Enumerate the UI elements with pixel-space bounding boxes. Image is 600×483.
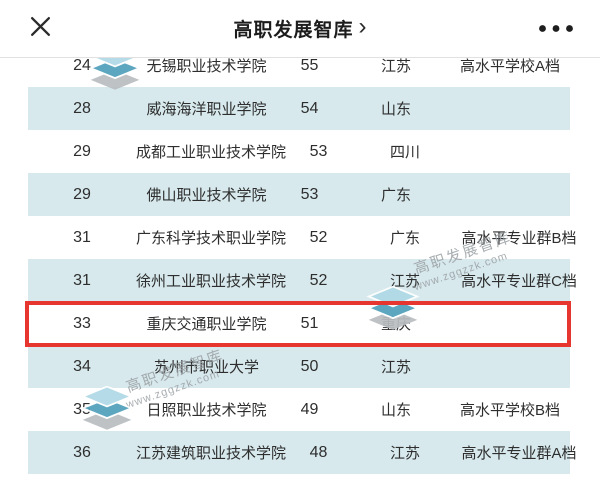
ranking-table: 24 无锡职业技术学院 55 江苏 高水平学校A档 28 威海海洋职业学院 54… (0, 44, 600, 474)
app-bar: 高职发展智库 › (0, 0, 600, 58)
chevron-right-icon: › (358, 12, 367, 40)
close-button[interactable] (26, 14, 54, 42)
province-cell: 山东 (380, 101, 411, 118)
province-cell: 重庆 (380, 316, 411, 333)
rank-cell: 31 (73, 271, 91, 289)
college-name-cell: 苏州市职业大学 (153, 359, 259, 376)
rank-cell: 29 (73, 142, 91, 160)
rank-cell: 29 (73, 185, 91, 203)
table-row: 35 日照职业技术学院 49 山东 高水平学校B档 (28, 388, 570, 431)
score-cell: 55 (300, 56, 319, 74)
rank-cell: 33 (73, 314, 91, 332)
province-cell: 江苏 (380, 359, 411, 376)
score-cell: 53 (309, 142, 328, 160)
score-cell: 48 (309, 443, 328, 461)
table-row: 29 成都工业职业技术学院 53 四川 (28, 130, 570, 173)
table-row: 31 广东科学技术职业学院 52 广东 高水平专业群B档 (28, 216, 576, 259)
score-cell: 52 (309, 271, 328, 289)
province-cell: 山东 (380, 402, 411, 419)
rank-cell: 31 (73, 228, 91, 246)
table-row: 24 无锡职业技术学院 55 江苏 高水平学校A档 (28, 44, 570, 87)
province-cell: 江苏 (390, 273, 421, 290)
score-cell: 49 (300, 400, 319, 418)
college-name-cell: 成都工业职业技术学院 (136, 144, 287, 161)
rank-cell: 28 (73, 99, 91, 117)
province-cell: 广东 (380, 187, 411, 204)
college-name-cell: 日照职业技术学院 (146, 402, 267, 419)
award-cell: 高水平专业群B档 (461, 230, 577, 247)
table-row: 29 佛山职业技术学院 53 广东 (28, 173, 570, 216)
province-cell: 江苏 (380, 58, 411, 75)
province-cell: 广东 (390, 230, 421, 247)
rank-cell: 36 (73, 443, 91, 461)
award-cell: 高水平学校A档 (459, 58, 560, 75)
table-row: 36 江苏建筑职业技术学院 48 江苏 高水平专业群A档 (28, 431, 577, 474)
more-dots-icon (538, 21, 574, 36)
page-title-text: 高职发展智库 (233, 20, 354, 41)
award-cell: 高水平专业群A档 (461, 445, 577, 462)
award-cell: 高水平学校B档 (459, 402, 560, 419)
college-name-cell: 徐州工业职业技术学院 (136, 273, 287, 290)
score-cell: 52 (309, 228, 328, 246)
college-name-cell: 广东科学技术职业学院 (136, 230, 287, 247)
table-row: 28 威海海洋职业学院 54 山东 (28, 87, 570, 130)
college-name-cell: 江苏建筑职业技术学院 (136, 445, 287, 462)
score-cell: 51 (300, 314, 319, 332)
award-cell: 高水平专业群C档 (461, 273, 577, 290)
rank-cell: 24 (73, 56, 91, 74)
college-name-cell: 佛山职业技术学院 (146, 187, 267, 204)
college-name-cell: 无锡职业技术学院 (146, 58, 267, 75)
page-title[interactable]: 高职发展智库 › (233, 0, 366, 57)
table-row-highlighted: 33 重庆交通职业学院 51 重庆 (25, 301, 571, 347)
table-row: 34 苏州市职业大学 50 江苏 (28, 345, 570, 388)
score-cell: 54 (300, 99, 319, 117)
province-cell: 四川 (390, 144, 421, 161)
score-cell: 50 (300, 357, 319, 375)
rank-cell: 35 (73, 400, 91, 418)
close-icon (29, 15, 52, 41)
college-name-cell: 重庆交通职业学院 (146, 316, 267, 333)
province-cell: 江苏 (390, 445, 421, 462)
score-cell: 53 (300, 185, 319, 203)
rank-cell: 34 (73, 357, 91, 375)
college-name-cell: 威海海洋职业学院 (146, 101, 267, 118)
more-button[interactable] (536, 16, 576, 40)
table-row: 31 徐州工业职业技术学院 52 江苏 高水平专业群C档 (28, 259, 577, 302)
